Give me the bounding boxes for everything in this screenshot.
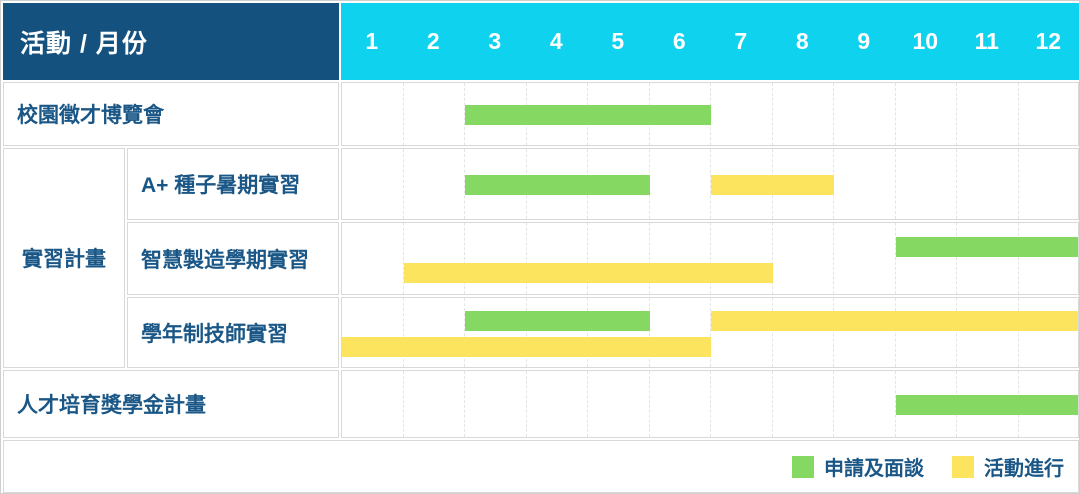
month-gridline <box>402 223 404 294</box>
gantt-bar-apply <box>465 105 711 125</box>
row-timeline <box>341 82 1079 146</box>
month-gridline <box>464 298 465 367</box>
month-gridline <box>1017 149 1019 219</box>
month-gridline <box>771 223 773 294</box>
month-gridline <box>710 298 711 367</box>
legend-item-active: 活動進行 <box>952 452 1064 481</box>
row-label: 學年制技師實習 <box>127 297 339 368</box>
activity-month-header-title: 活動 / 月份 <box>3 3 339 80</box>
gantt-bar-apply <box>895 395 1078 415</box>
row-timeline <box>341 297 1079 368</box>
month-header-label: 1 <box>365 28 379 54</box>
month-gridline <box>894 149 896 219</box>
month-gridline <box>894 298 896 367</box>
gantt-bar-active <box>711 310 1078 331</box>
month-gridline <box>464 371 465 437</box>
row-group-label: 實習計畫 <box>3 148 125 368</box>
month-header-label: 4 <box>549 28 563 54</box>
month-gridline <box>771 83 773 145</box>
month-header-label: 6 <box>672 28 686 54</box>
month-gridline <box>771 371 773 437</box>
month-gridline <box>833 371 834 437</box>
month-gridline <box>1017 298 1019 367</box>
month-gridline <box>833 83 834 145</box>
month-header-label: 3 <box>488 28 502 54</box>
gantt-bar-active <box>403 262 773 283</box>
month-gridline <box>710 223 711 294</box>
month-gridline <box>464 223 465 294</box>
row-label: 人才培育獎學金計畫 <box>3 370 339 438</box>
month-header-label: 7 <box>734 28 748 54</box>
month-gridline <box>402 83 404 145</box>
gantt-bar-apply <box>465 175 650 195</box>
month-gridline <box>648 371 650 437</box>
month-gridline <box>525 298 527 367</box>
legend-label-apply: 申請及面談 <box>824 458 924 480</box>
month-gridline <box>464 83 465 145</box>
month-header-label: 2 <box>426 28 440 54</box>
month-gridline <box>587 298 588 367</box>
month-gridline <box>710 149 711 219</box>
gantt-bar-active <box>342 336 711 357</box>
month-gridline <box>648 298 650 367</box>
month-header-label: 8 <box>795 28 809 54</box>
month-gridline <box>956 83 957 145</box>
legend-swatch-yellow <box>952 455 974 478</box>
legend-label-active: 活動進行 <box>984 458 1064 480</box>
month-header-label: 12 <box>1035 28 1062 54</box>
row-label: 智慧製造學期實習 <box>127 222 339 295</box>
row-timeline <box>341 370 1079 438</box>
row-label: 校園徵才博覽會 <box>3 82 339 146</box>
month-gridline <box>402 298 404 367</box>
month-gridline <box>1017 83 1019 145</box>
month-gridline <box>525 371 527 437</box>
month-gridline <box>894 371 896 437</box>
month-header-label: 5 <box>611 28 625 54</box>
month-gridline <box>587 223 588 294</box>
month-gridline <box>402 371 404 437</box>
month-gridline <box>771 298 773 367</box>
month-gridline <box>956 298 957 367</box>
month-gridline <box>1017 223 1019 294</box>
row-timeline <box>341 148 1079 220</box>
month-gridline <box>648 223 650 294</box>
month-header-label: 11 <box>974 28 999 54</box>
month-gridline <box>402 149 404 219</box>
gantt-bar-active <box>711 175 834 195</box>
legend: 申請及面談 活動進行 <box>3 440 1079 493</box>
legend-swatch-green <box>792 455 814 478</box>
month-gridline <box>956 223 957 294</box>
month-header-label: 10 <box>912 28 939 54</box>
month-gridline <box>587 371 588 437</box>
month-gridline <box>525 223 527 294</box>
month-gridline <box>710 371 711 437</box>
month-header-label: 9 <box>857 28 871 54</box>
month-header-row: 1 2 3 4 5 6 7 8 9 10 11 12 <box>341 3 1079 80</box>
month-gridline <box>894 223 896 294</box>
row-timeline <box>341 222 1079 295</box>
gantt-bar-apply <box>465 310 650 331</box>
month-gridline <box>464 149 465 219</box>
row-label: A+ 種子暑期實習 <box>127 148 339 220</box>
month-gridline <box>833 298 834 367</box>
legend-item-apply: 申請及面談 <box>792 452 924 481</box>
month-gridline <box>956 149 957 219</box>
gantt-bar-apply <box>895 236 1078 257</box>
month-gridline <box>833 223 834 294</box>
month-gridline <box>894 83 896 145</box>
